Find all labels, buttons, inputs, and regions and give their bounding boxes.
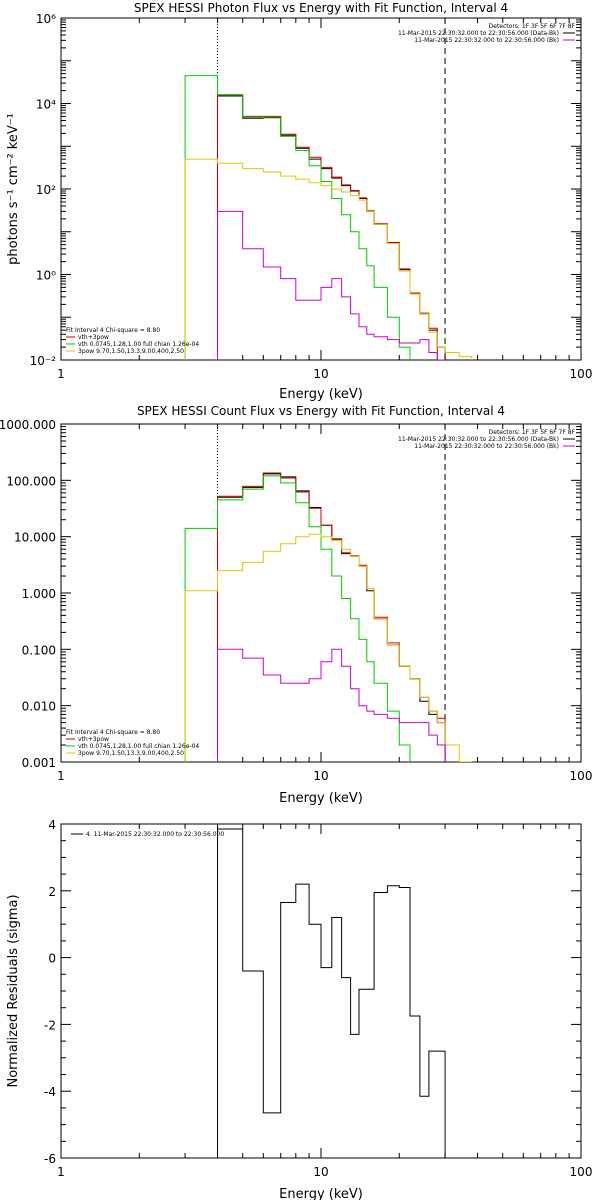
- legend-bottom-text: Fit Interval 4 Chi-square = 8.80: [66, 729, 160, 736]
- plot-frame: [60, 423, 582, 763]
- legend-top-text: 11-Mar-2015 22:30:32.000 to 22:30:56.000…: [414, 443, 559, 450]
- y-tick-label: 10⁴: [36, 98, 56, 112]
- x-tick-label: 1: [57, 1165, 65, 1179]
- legend-top-text: 11-Mar-2015 22:30:32.000 to 22:30:56.000…: [398, 30, 559, 37]
- y-tick-label: 10²: [36, 183, 56, 197]
- series-line-black: [217, 473, 446, 762]
- plot-title: SPEX HESSI Photon Flux vs Energy with Fi…: [134, 1, 508, 15]
- chart-panel-3: 1 10 100 -6 -4 -2 0 2 4 Energy (keV) Normalized Re…: [6, 818, 593, 1202]
- plot-frame: [60, 823, 582, 1159]
- y-tick-label: -2: [44, 1018, 56, 1032]
- series-line-yellow: [184, 158, 473, 360]
- legend-top-text: 11-Mar-2015 22:30:32.000 to 22:30:56.000…: [414, 37, 559, 44]
- legend-bottom-text: 3pow 9.70,1.50,13.3,9.00,400,2.50: [78, 750, 184, 757]
- series-line-magenta: [217, 648, 446, 762]
- series-group: [217, 828, 446, 1158]
- x-axis-label: Energy (keV): [279, 791, 363, 806]
- y-tick-label: 4: [48, 818, 56, 832]
- y-axis-label: photons s⁻¹ cm⁻² keV⁻¹: [6, 113, 21, 265]
- x-tick-label: 1: [57, 367, 65, 381]
- y-tick-label: 100.000: [6, 474, 56, 488]
- y-tick-label: 0.010: [22, 700, 56, 714]
- inner-legend-text: 4. 11-Mar-2015 22:30:32.000 to 22:30:56.…: [86, 831, 224, 838]
- y-tick-label: -6: [44, 1152, 56, 1166]
- x-tick-label: 100: [570, 367, 593, 381]
- x-tick-label: 1: [57, 769, 65, 783]
- y-axis-label: Normalized Residuals (sigma): [6, 894, 21, 1087]
- series-line-yellow: [184, 533, 473, 762]
- plot-frame: [60, 17, 582, 361]
- x-tick-label: 100: [570, 1165, 593, 1179]
- chart-panel-1: 1 10 100 10⁻² 10⁰ 10² 10⁴ 10⁶ SPEX HESSI Photon …: [6, 1, 592, 402]
- series-line-black: [217, 95, 446, 360]
- y-tick-label: 0: [48, 952, 56, 966]
- x-axis-label: Energy (keV): [279, 387, 363, 402]
- y-tick-label: 10⁻²: [30, 354, 57, 368]
- series-line-black: [217, 828, 446, 1158]
- series-line-magenta: [217, 210, 446, 360]
- legend-bottom-text: vth 0.0745,1.28,1.00 full chian 1.26e-04: [78, 341, 199, 348]
- y-tick-label: 2: [48, 885, 56, 899]
- legend-top-text: Detectors: 1F 3F 5F 6F 7F 8F: [489, 23, 576, 30]
- legend-top-text: Detectors: 1F 3F 5F 6F 7F 8F: [489, 429, 576, 436]
- x-tick-label: 100: [570, 769, 593, 783]
- y-tick-label: -4: [44, 1085, 56, 1099]
- y-tick-label: 1000.000: [0, 418, 56, 432]
- x-tick-label: 10: [313, 769, 328, 783]
- legend-bottom-text: vth+3pow: [78, 736, 109, 743]
- y-tick-label: 10⁰: [36, 269, 56, 283]
- x-axis-label: Energy (keV): [279, 1187, 363, 1200]
- series-line-red: [217, 94, 438, 360]
- y-tick-label: 0.001: [22, 756, 56, 770]
- x-tick-label: 10: [313, 367, 328, 381]
- x-tick-label: 10: [313, 1165, 328, 1179]
- y-tick-label: 1.000: [22, 587, 56, 601]
- y-tick-label: 10⁶: [36, 12, 56, 26]
- series-line-green: [184, 475, 411, 762]
- legend-bottom-text: Fit Interval 4 Chi-square = 8.80: [66, 327, 160, 334]
- plot-title: SPEX HESSI Count Flux vs Energy with Fit…: [137, 404, 505, 418]
- legend-bottom-text: 3pow 9.70,1.50,13.3,9.00,400,2.50: [78, 348, 184, 355]
- series-group: [184, 75, 473, 360]
- series-line-red: [217, 472, 446, 762]
- legend-bottom-text: vth 0.0745,1.28,1.00 full chian 1.26e-04: [78, 743, 199, 750]
- legend-bottom-text: vth+3pow: [78, 334, 109, 341]
- y-tick-label: 10.000: [14, 531, 56, 545]
- chart-panel-2: 1 10 100 0.001 0.010 0.100 1.000 10.000 100.000 1…: [0, 404, 592, 806]
- legend-top-text: 11-Mar-2015 22:30:32.000 to 22:30:56.000…: [398, 436, 559, 443]
- series-group: [184, 472, 473, 762]
- y-tick-label: 0.100: [22, 643, 56, 657]
- series-line-green: [184, 75, 411, 360]
